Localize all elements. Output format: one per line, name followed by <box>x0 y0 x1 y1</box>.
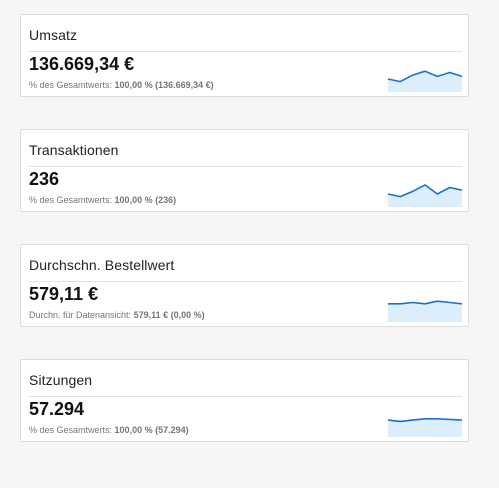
card-value: 136.669,34 € <box>29 54 135 74</box>
sparkline-chart <box>387 418 463 437</box>
card-sub-label: % des Gesamtwerts: <box>29 425 113 435</box>
sparkline-chart <box>387 184 463 207</box>
metric-card-transactions[interactable]: Transaktionen 236 % des Gesamtwerts: 100… <box>20 129 469 212</box>
card-title: Umsatz <box>29 27 78 43</box>
card-divider <box>29 51 462 52</box>
metric-card-sessions[interactable]: Sitzungen 57.294 % des Gesamtwerts: 100,… <box>20 359 469 442</box>
card-value: 57.294 <box>29 399 85 419</box>
card-value: 579,11 € <box>29 284 99 304</box>
sparkline-line <box>388 300 463 305</box>
metric-card-revenue[interactable]: Umsatz 136.669,34 € % des Gesamtwerts: 1… <box>20 14 469 97</box>
sparkline-line <box>387 184 463 198</box>
card-divider <box>29 281 462 282</box>
sparkline-line <box>387 70 463 83</box>
sparkline-line <box>387 418 463 423</box>
card-sub-value: 100,00 % (236) <box>114 195 177 205</box>
card-sub-value: 579,11 € (0,00 %) <box>133 310 205 320</box>
card-title: Transaktionen <box>29 142 119 158</box>
card-divider <box>29 166 462 167</box>
card-subtext: % des Gesamtwerts: 100,00 % (236) <box>29 195 176 205</box>
sparkline-area <box>388 418 462 437</box>
card-subtext: % des Gesamtwerts: 100,00 % (136.669,34 … <box>29 80 214 90</box>
card-title: Durchschn. Bestellwert <box>29 257 175 273</box>
sparkline-chart <box>387 70 463 92</box>
sparkline-area <box>388 184 462 207</box>
card-title: Sitzungen <box>29 372 93 388</box>
card-sub-label: Durchn. für Datenansicht: <box>29 310 132 320</box>
card-sub-value: 100,00 % (57.294) <box>114 425 189 435</box>
metric-card-avg-order-value[interactable]: Durchschn. Bestellwert 579,11 € Durchn. … <box>20 244 469 327</box>
card-sub-label: % des Gesamtwerts: <box>29 195 113 205</box>
card-value: 236 <box>29 169 60 189</box>
sparkline-area <box>388 71 462 92</box>
card-subtext: Durchn. für Datenansicht: 579,11 € (0,00… <box>29 310 205 320</box>
sparkline-chart <box>388 300 463 322</box>
card-subtext: % des Gesamtwerts: 100,00 % (57.294) <box>29 425 189 435</box>
sparkline-area <box>388 301 462 322</box>
card-sub-label: % des Gesamtwerts: <box>29 80 113 90</box>
card-divider <box>29 396 462 397</box>
card-sub-value: 100,00 % (136.669,34 €) <box>114 80 214 90</box>
